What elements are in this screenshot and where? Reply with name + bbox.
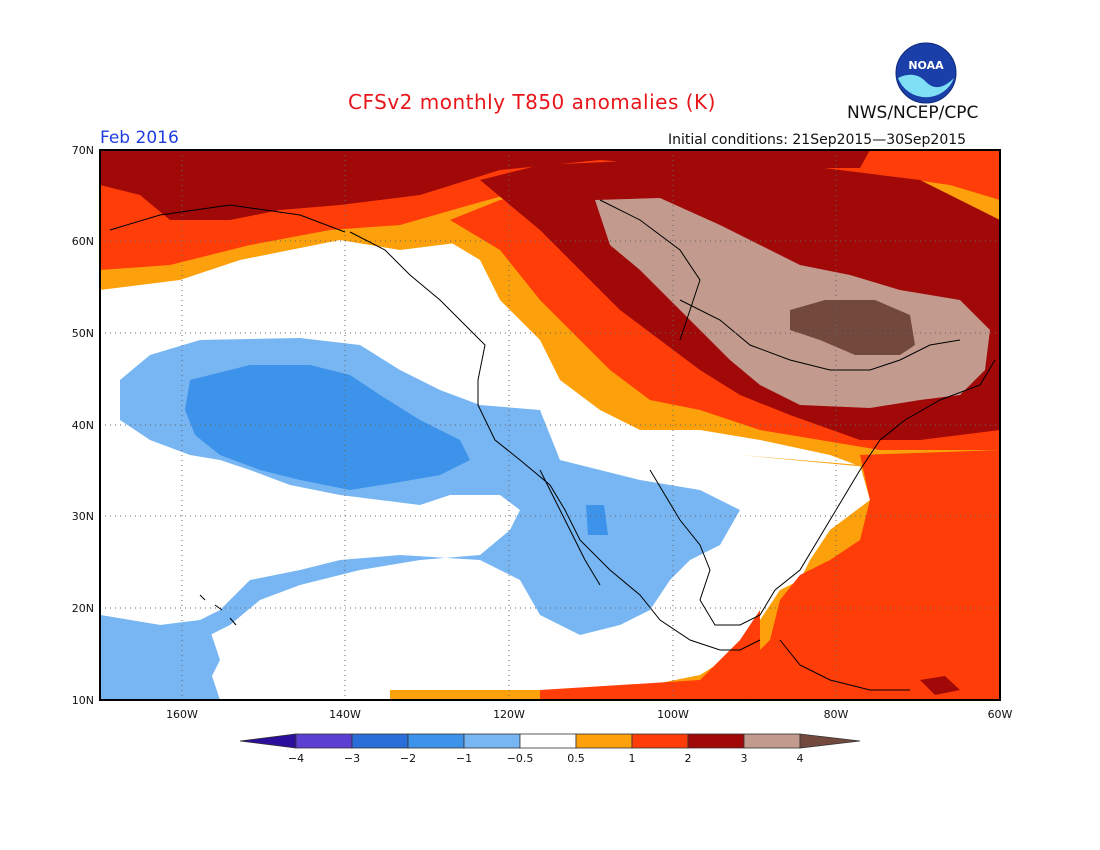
lat-label-60n: 60N — [72, 235, 94, 248]
lat-label-20n: 20N — [72, 602, 94, 615]
initial-conditions-label: Initial conditions: 21Sep2015—30Sep2015 — [668, 132, 967, 148]
map-frame — [99, 149, 1001, 701]
lat-label-50n: 50N — [72, 327, 94, 340]
colorbar-swatch-4 — [463, 733, 521, 749]
anomaly-red-coast — [540, 610, 760, 700]
colorbar-swatch-0 — [239, 733, 297, 749]
lon-label-80w: 80W — [824, 708, 849, 721]
colorbar-label: −3 — [344, 752, 360, 765]
anomaly-blue-pacific — [185, 365, 470, 490]
graticule — [100, 150, 1000, 700]
lat-label-70n: 70N — [72, 144, 94, 157]
anomaly-darkred-north — [100, 150, 870, 220]
lon-label-140w: 140W — [329, 708, 361, 721]
anomaly-darkred-yucatan — [920, 676, 960, 695]
colorbar-label: −2 — [400, 752, 416, 765]
colorbar-label: 2 — [685, 752, 692, 765]
longitude-axis: 160W 140W 120W 100W 80W 60W — [166, 708, 1012, 721]
forecast-month-label: Feb 2016 — [100, 128, 179, 148]
lat-label-30n: 30N — [72, 510, 94, 523]
anomaly-lightblue-hawaii — [100, 615, 220, 700]
colorbar-labels: −4 −3 −2 −1 −0.5 0.5 1 2 3 4 — [288, 752, 804, 765]
noaa-logo: NOAA — [895, 42, 957, 104]
lat-label-10n: 10N — [72, 694, 94, 707]
map-title: CFSv2 monthly T850 anomalies (K) — [348, 90, 716, 114]
colorbar-label: −4 — [288, 752, 304, 765]
colorbar-swatch-10 — [799, 733, 861, 749]
anomaly-blue-baja — [586, 505, 608, 535]
colorbar-label: 3 — [741, 752, 748, 765]
colorbar-swatch-6 — [575, 733, 633, 749]
colorbar — [239, 733, 861, 749]
colorbar-label: −0.5 — [507, 752, 534, 765]
logo-text: NOAA — [908, 59, 944, 72]
colorbar-swatch-1 — [295, 733, 353, 749]
colorbar-label: −1 — [456, 752, 472, 765]
colorbar-label: 4 — [797, 752, 804, 765]
colorbar-swatch-2 — [351, 733, 409, 749]
colorbar-swatch-8 — [687, 733, 745, 749]
lon-label-100w: 100W — [657, 708, 689, 721]
colorbar-label: 1 — [629, 752, 636, 765]
anomaly-brown — [790, 300, 915, 355]
anomaly-red-east — [740, 450, 1000, 700]
colorbar-swatch-9 — [743, 733, 801, 749]
agency-label: NWS/NCEP/CPC — [847, 103, 979, 123]
anomaly-tan — [595, 198, 990, 408]
lon-label-120w: 120W — [493, 708, 525, 721]
coastlines — [109, 199, 996, 691]
anomaly-field — [100, 150, 1000, 700]
colorbar-swatch-3 — [407, 733, 465, 749]
lon-label-160w: 160W — [166, 708, 198, 721]
colorbar-swatch-7 — [631, 733, 689, 749]
latitude-axis: 70N 60N 50N 40N 30N 20N 10N — [72, 144, 94, 707]
lat-label-40n: 40N — [72, 419, 94, 432]
colorbar-swatch-5 — [519, 733, 577, 749]
colorbar-label: 0.5 — [567, 752, 585, 765]
lon-label-60w: 60W — [988, 708, 1013, 721]
